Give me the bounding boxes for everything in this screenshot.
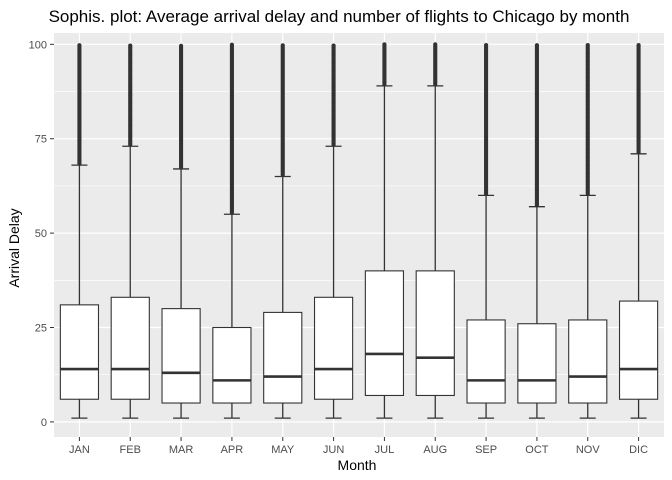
x-tick-label: JUN [323, 444, 344, 456]
x-tick-label: DIC [629, 444, 648, 456]
box-jul [364, 42, 405, 419]
plot-panel [54, 33, 664, 437]
box-dic [618, 43, 659, 419]
x-tick-label: SEP [475, 444, 497, 456]
minor-gridlines [54, 91, 664, 376]
outlier-point [178, 43, 184, 48]
box-feb [110, 43, 150, 419]
y-tick-label: 0 [41, 417, 47, 429]
box-may [263, 43, 303, 419]
x-axis-title: Month [338, 457, 377, 473]
outlier-point [636, 43, 641, 48]
outlier-point [280, 43, 285, 48]
iqr-box [263, 311, 303, 404]
x-tick-label: MAY [271, 444, 295, 456]
box-jan [59, 43, 100, 419]
iqr-box [466, 319, 506, 404]
x-tick-label: AUG [423, 444, 447, 456]
outlier-point [483, 42, 489, 48]
box-jun [313, 43, 354, 419]
x-tick-label: OCT [525, 444, 549, 456]
box-oct [517, 43, 557, 419]
outlier-point [534, 43, 540, 48]
chart-title: Sophis. plot: Average arrival delay and … [49, 7, 630, 26]
y-tick-label: 25 [35, 323, 47, 335]
y-axis: 0 25 50 75 100 [29, 39, 54, 429]
y-tick-label: 75 [35, 134, 47, 146]
outlier-point [229, 42, 235, 47]
iqr-box [364, 270, 405, 397]
x-axis: JAN FEB MAR APR MAY JUN JUL AUG SEP OCT NOV DIC [69, 437, 648, 456]
iqr-box [618, 300, 659, 400]
outlier-point [128, 43, 133, 48]
box-apr [212, 42, 252, 419]
iqr-box [59, 304, 100, 400]
y-tick-label: 100 [29, 39, 47, 51]
box-aug [415, 42, 455, 419]
x-tick-label: JUL [375, 444, 395, 456]
box-mar [161, 43, 201, 419]
iqr-box [568, 319, 608, 404]
x-tick-label: MAR [169, 444, 194, 456]
x-tick-label: NOV [576, 444, 601, 456]
box-sep [466, 42, 506, 419]
y-axis-title: Arrival Delay [6, 208, 22, 287]
iqr-box [110, 296, 150, 400]
outlier-point [433, 42, 438, 47]
outlier-point [331, 43, 336, 48]
x-tick-label: APR [221, 444, 244, 456]
x-tick-label: JAN [69, 444, 90, 456]
x-tick-label: FEB [120, 444, 141, 456]
iqr-box [212, 326, 252, 404]
iqr-box [415, 270, 455, 397]
outlier-point [382, 42, 387, 47]
iqr-box [517, 323, 557, 404]
iqr-box [161, 308, 201, 404]
y-tick-label: 50 [35, 228, 47, 240]
outlier-point [77, 43, 82, 48]
box-nov [568, 42, 608, 419]
iqr-box [313, 296, 354, 400]
outlier-point [585, 42, 590, 48]
box-series [59, 42, 659, 419]
